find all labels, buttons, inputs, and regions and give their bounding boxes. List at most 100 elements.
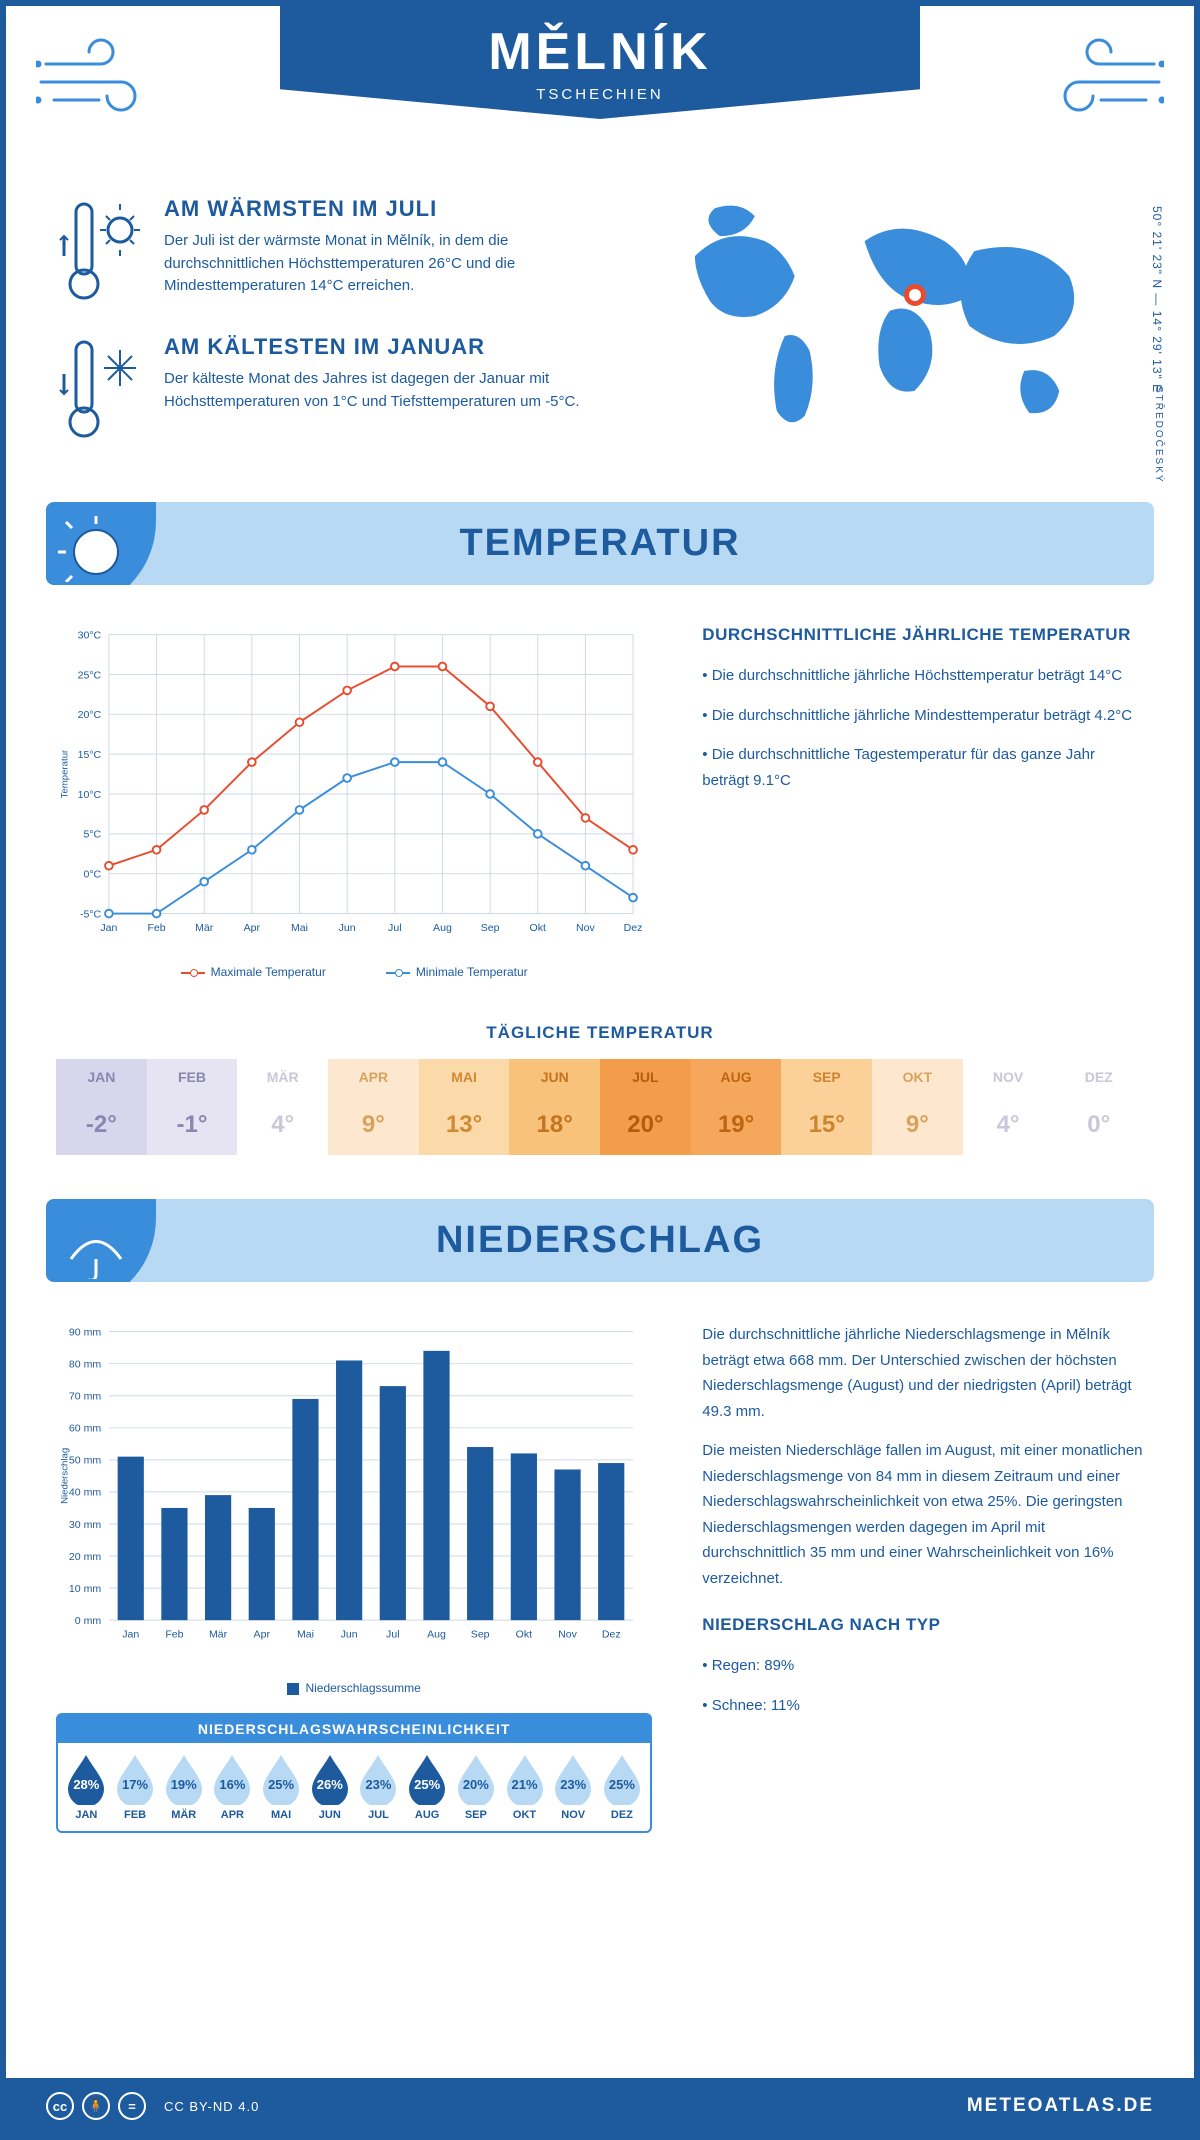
svg-text:Sep: Sep	[481, 922, 500, 934]
daily-cell: NOV 4°	[963, 1059, 1054, 1155]
svg-text:Jul: Jul	[386, 1628, 400, 1640]
svg-text:90 mm: 90 mm	[69, 1326, 101, 1338]
header: MĚLNÍK TSCHECHIEN	[6, 6, 1194, 186]
coldest-block: AM KÄLTESTEN IM JANUAR Der kälteste Mona…	[56, 334, 605, 444]
svg-text:30°C: 30°C	[78, 629, 102, 641]
intro-text-column: AM WÄRMSTEN IM JULI Der Juli ist der wär…	[56, 196, 605, 472]
daily-cell: JUL 20°	[600, 1059, 691, 1155]
brand-text: METEOATLAS.DE	[967, 2095, 1154, 2117]
daily-cell: AUG 19°	[691, 1059, 782, 1155]
precip-bullet: • Schnee: 11%	[702, 1693, 1144, 1719]
prob-cell: 26% JUN	[305, 1753, 354, 1821]
svg-text:0°C: 0°C	[83, 869, 101, 881]
coldest-title: AM KÄLTESTEN IM JANUAR	[164, 334, 605, 360]
daily-cell: APR 9°	[328, 1059, 419, 1155]
temperature-legend: Maximale Temperatur Minimale Temperatur	[56, 965, 652, 979]
precip-body: 0 mm10 mm20 mm30 mm40 mm50 mm60 mm70 mm8…	[6, 1282, 1194, 1853]
raindrop-icon: 28%	[64, 1753, 108, 1805]
precip-legend-label: Niederschlagssumme	[305, 1681, 420, 1695]
svg-text:Sep: Sep	[471, 1628, 490, 1640]
temp-bullet: • Die durchschnittliche Tagestemperatur …	[702, 742, 1144, 793]
raindrop-icon: 17%	[113, 1753, 157, 1805]
prob-cell: 25% DEZ	[598, 1753, 647, 1821]
map-column: 50° 21' 23" N — 14° 29' 13" E STŘEDOČESK…	[645, 196, 1144, 472]
umbrella-icon	[46, 1199, 156, 1282]
thermometer-sun-icon	[56, 196, 146, 306]
svg-text:Temperatur: Temperatur	[60, 749, 71, 798]
svg-text:Mai: Mai	[297, 1628, 314, 1640]
svg-text:Mär: Mär	[209, 1628, 228, 1640]
country-subtitle: TSCHECHIEN	[280, 86, 920, 103]
coordinates-label: 50° 21' 23" N — 14° 29' 13" E	[1150, 206, 1164, 393]
prob-cell: 20% SEP	[452, 1753, 501, 1821]
svg-text:10°C: 10°C	[78, 789, 102, 801]
svg-text:Nov: Nov	[576, 922, 596, 934]
precip-section-header: NIEDERSCHLAG	[46, 1199, 1154, 1282]
svg-text:10 mm: 10 mm	[69, 1583, 101, 1595]
svg-text:5°C: 5°C	[83, 829, 101, 841]
precip-bullet: • Regen: 89%	[702, 1653, 1144, 1679]
svg-text:Mai: Mai	[291, 922, 308, 934]
cc-icon: cc	[46, 2092, 74, 2120]
warmest-block: AM WÄRMSTEN IM JULI Der Juli ist der wär…	[56, 196, 605, 306]
daily-temp-table: JAN -2° FEB -1° MÄR 4° APR 9° MAI 13° JU…	[56, 1059, 1144, 1155]
prob-cell: 25% AUG	[403, 1753, 452, 1821]
temp-bullet: • Die durchschnittliche jährliche Höchst…	[702, 663, 1144, 689]
page: MĚLNÍK TSCHECHIEN AM WÄRMSTEN IM JULI De…	[0, 0, 1200, 2140]
prob-cell: 28% JAN	[62, 1753, 111, 1821]
license-text: CC BY-ND 4.0	[164, 2099, 259, 2114]
intro-section: AM WÄRMSTEN IM JULI Der Juli ist der wär…	[6, 186, 1194, 502]
prob-cell: 16% APR	[208, 1753, 257, 1821]
prob-cell: 25% MAI	[257, 1753, 306, 1821]
precip-prob-title: NIEDERSCHLAGSWAHRSCHEINLICHKEIT	[58, 1715, 650, 1743]
raindrop-icon: 23%	[551, 1753, 595, 1805]
raindrop-icon: 16%	[210, 1753, 254, 1805]
precip-bytype-title: NIEDERSCHLAG NACH TYP	[702, 1615, 1144, 1635]
legend-min-label: Minimale Temperatur	[416, 965, 528, 979]
by-icon: 🧍	[82, 2092, 110, 2120]
raindrop-icon: 19%	[162, 1753, 206, 1805]
raindrop-icon: 20%	[454, 1753, 498, 1805]
nd-icon: =	[118, 2092, 146, 2120]
daily-cell: MÄR 4°	[237, 1059, 328, 1155]
daily-cell: JAN -2°	[56, 1059, 147, 1155]
footer: cc 🧍 = CC BY-ND 4.0 METEOATLAS.DE	[6, 2078, 1194, 2134]
precip-para-1: Die durchschnittliche jährliche Niedersc…	[702, 1322, 1144, 1424]
svg-text:20°C: 20°C	[78, 709, 102, 721]
svg-text:Aug: Aug	[427, 1628, 446, 1640]
warmest-text: Der Juli ist der wärmste Monat in Mělník…	[164, 230, 605, 298]
svg-text:Feb: Feb	[147, 922, 165, 934]
prob-cell: 19% MÄR	[159, 1753, 208, 1821]
raindrop-icon: 25%	[259, 1753, 303, 1805]
precip-legend: Niederschlagssumme	[56, 1681, 652, 1695]
legend-max-label: Maximale Temperatur	[211, 965, 326, 979]
temp-bullet: • Die durchschnittliche jährliche Mindes…	[702, 703, 1144, 729]
temperature-section-header: TEMPERATUR	[46, 502, 1154, 585]
svg-text:Jun: Jun	[339, 922, 356, 934]
svg-text:Feb: Feb	[165, 1628, 183, 1640]
svg-text:Jun: Jun	[341, 1628, 358, 1640]
sun-icon	[46, 502, 156, 585]
raindrop-icon: 21%	[503, 1753, 547, 1805]
svg-text:Jan: Jan	[100, 922, 117, 934]
svg-text:Apr: Apr	[244, 922, 261, 934]
wind-icon	[36, 34, 166, 140]
region-label: STŘEDOČESKÝ	[1153, 386, 1164, 484]
precip-title: NIEDERSCHLAG	[46, 1219, 1154, 1262]
prob-cell: 21% OKT	[500, 1753, 549, 1821]
daily-cell: JUN 18°	[509, 1059, 600, 1155]
coldest-text: Der kälteste Monat des Jahres ist dagege…	[164, 368, 605, 413]
title-ribbon: MĚLNÍK TSCHECHIEN	[280, 0, 920, 119]
svg-text:70 mm: 70 mm	[69, 1391, 101, 1403]
temperature-title: TEMPERATUR	[46, 522, 1154, 565]
prob-cell: 23% NOV	[549, 1753, 598, 1821]
prob-cell: 17% FEB	[111, 1753, 160, 1821]
svg-text:Dez: Dez	[624, 922, 643, 934]
svg-text:50 mm: 50 mm	[69, 1455, 101, 1467]
daily-temp-title: TÄGLICHE TEMPERATUR	[6, 1023, 1194, 1043]
daily-cell: FEB -1°	[147, 1059, 238, 1155]
precip-bar-chart: 0 mm10 mm20 mm30 mm40 mm50 mm60 mm70 mm8…	[56, 1322, 652, 1668]
precip-probability-box: NIEDERSCHLAGSWAHRSCHEINLICHKEIT 28% JAN …	[56, 1713, 652, 1833]
svg-text:Mär: Mär	[195, 922, 214, 934]
svg-text:20 mm: 20 mm	[69, 1551, 101, 1563]
